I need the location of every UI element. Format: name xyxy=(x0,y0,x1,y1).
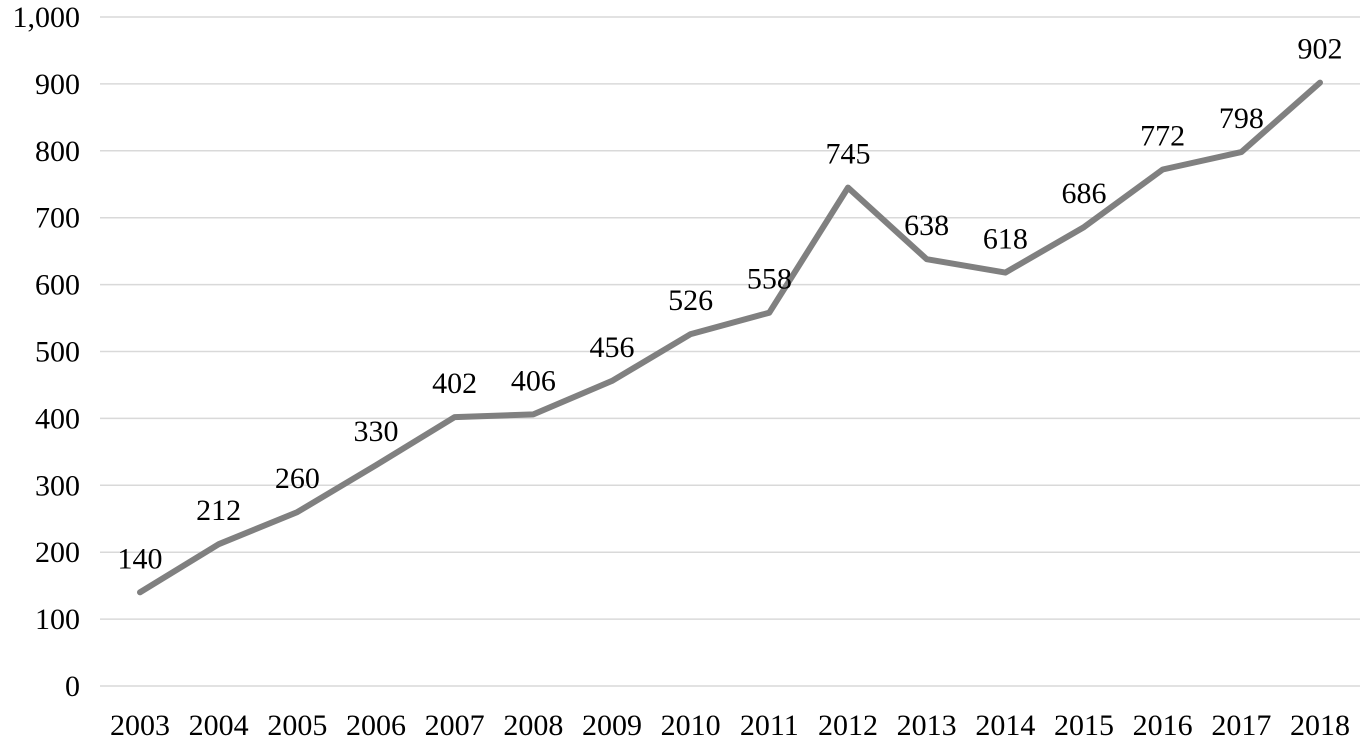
series-line xyxy=(137,79,1323,596)
y-tick-label: 400 xyxy=(35,402,80,435)
data-label: 745 xyxy=(826,138,871,171)
x-tick-label: 2011 xyxy=(740,709,799,742)
x-tick-label: 2015 xyxy=(1054,709,1114,742)
x-tick-label: 2005 xyxy=(267,709,327,742)
x-axis-tick-labels: 2003 2004 2005 2006 2007 2008 2009 2010 2011 2012… xyxy=(110,709,1350,742)
series-layer xyxy=(137,79,1323,596)
data-label: 772 xyxy=(1140,120,1185,153)
y-tick-label: 500 xyxy=(35,336,80,369)
data-label: 638 xyxy=(904,209,949,242)
x-tick-label: 2007 xyxy=(425,709,485,742)
data-label: 212 xyxy=(196,494,241,527)
x-tick-label: 2004 xyxy=(189,709,249,742)
y-tick-label: 600 xyxy=(35,269,80,302)
x-tick-label: 2010 xyxy=(661,709,721,742)
y-tick-label: 200 xyxy=(35,536,80,569)
x-tick-label: 2006 xyxy=(346,709,406,742)
data-label: 526 xyxy=(668,284,713,317)
data-labels: 140 212 260 330 402 406 456 526 558 745 638 618 686 7… xyxy=(118,33,1343,576)
x-tick-label: 2008 xyxy=(503,709,563,742)
data-label: 330 xyxy=(354,415,399,448)
x-tick-label: 2014 xyxy=(975,709,1035,742)
x-tick-label: 2013 xyxy=(897,709,957,742)
data-label: 260 xyxy=(275,462,320,495)
y-tick-label: 900 xyxy=(35,68,80,101)
y-tick-label: 800 xyxy=(35,135,80,168)
data-label: 902 xyxy=(1298,33,1343,66)
data-label: 456 xyxy=(590,331,635,364)
x-tick-label: 2009 xyxy=(582,709,642,742)
x-tick-label: 2003 xyxy=(110,709,170,742)
y-tick-label: 0 xyxy=(65,670,80,703)
y-tick-label: 100 xyxy=(35,603,80,636)
data-label: 686 xyxy=(1062,177,1107,210)
y-tick-label: 700 xyxy=(35,202,80,235)
x-tick-label: 2017 xyxy=(1211,709,1271,742)
data-label: 402 xyxy=(432,367,477,400)
y-tick-label: 300 xyxy=(35,469,80,502)
gridlines xyxy=(100,16,1360,687)
x-tick-label: 2018 xyxy=(1290,709,1350,742)
data-label: 558 xyxy=(747,263,792,296)
y-tick-label: 1,000 xyxy=(13,1,81,34)
data-label: 140 xyxy=(118,542,163,575)
data-label: 406 xyxy=(511,364,556,397)
data-label: 798 xyxy=(1219,102,1264,135)
x-tick-label: 2012 xyxy=(818,709,878,742)
y-axis-tick-labels: 0 100 200 300 400 500 600 700 800 900 1,000 xyxy=(13,1,81,703)
data-label: 618 xyxy=(983,223,1028,256)
x-tick-label: 2016 xyxy=(1133,709,1193,742)
